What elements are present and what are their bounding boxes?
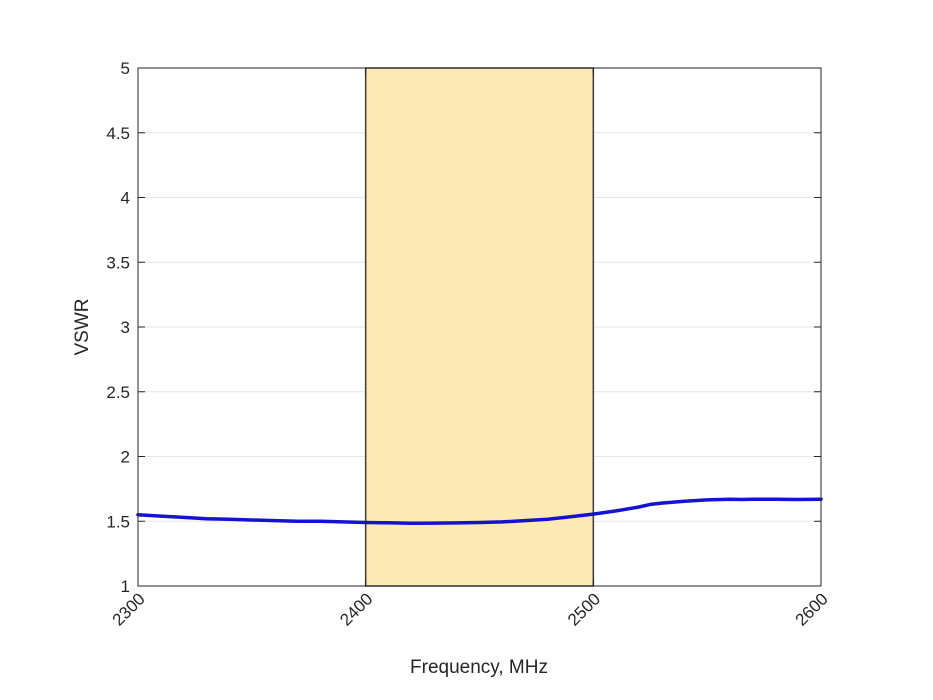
y-tick-label-8: 5 xyxy=(121,59,130,78)
y-tick-label-4: 3 xyxy=(121,318,130,337)
x-tick-label-2: 2500 xyxy=(564,589,604,629)
x-tick-label-3: 2600 xyxy=(792,589,832,629)
axis-ticks xyxy=(137,67,822,587)
y-tick-labels: 1 1.5 2 2.5 3 3.5 4 4.5 5 xyxy=(106,59,130,596)
highlight-band xyxy=(364,67,595,587)
x-tick-label-1: 2400 xyxy=(336,589,376,629)
y-tick-label-0: 1 xyxy=(121,577,130,596)
y-tick-label-3: 2.5 xyxy=(106,383,130,402)
x-tick-labels: 2300 2400 2500 2600 xyxy=(109,589,832,629)
series-line-0 xyxy=(136,497,823,525)
highlight-band-group xyxy=(364,67,595,587)
y-axis-label: VSWR xyxy=(72,299,93,356)
y-tick-label-1: 1.5 xyxy=(106,512,130,531)
y-tick-label-6: 4 xyxy=(121,189,130,208)
series-group xyxy=(136,497,823,525)
y-tick-label-7: 4.5 xyxy=(106,124,130,143)
y-tick-label-2: 2 xyxy=(121,448,130,467)
y-tick-label-5: 3.5 xyxy=(106,253,130,272)
x-axis-label: Frequency, MHz xyxy=(410,657,548,678)
